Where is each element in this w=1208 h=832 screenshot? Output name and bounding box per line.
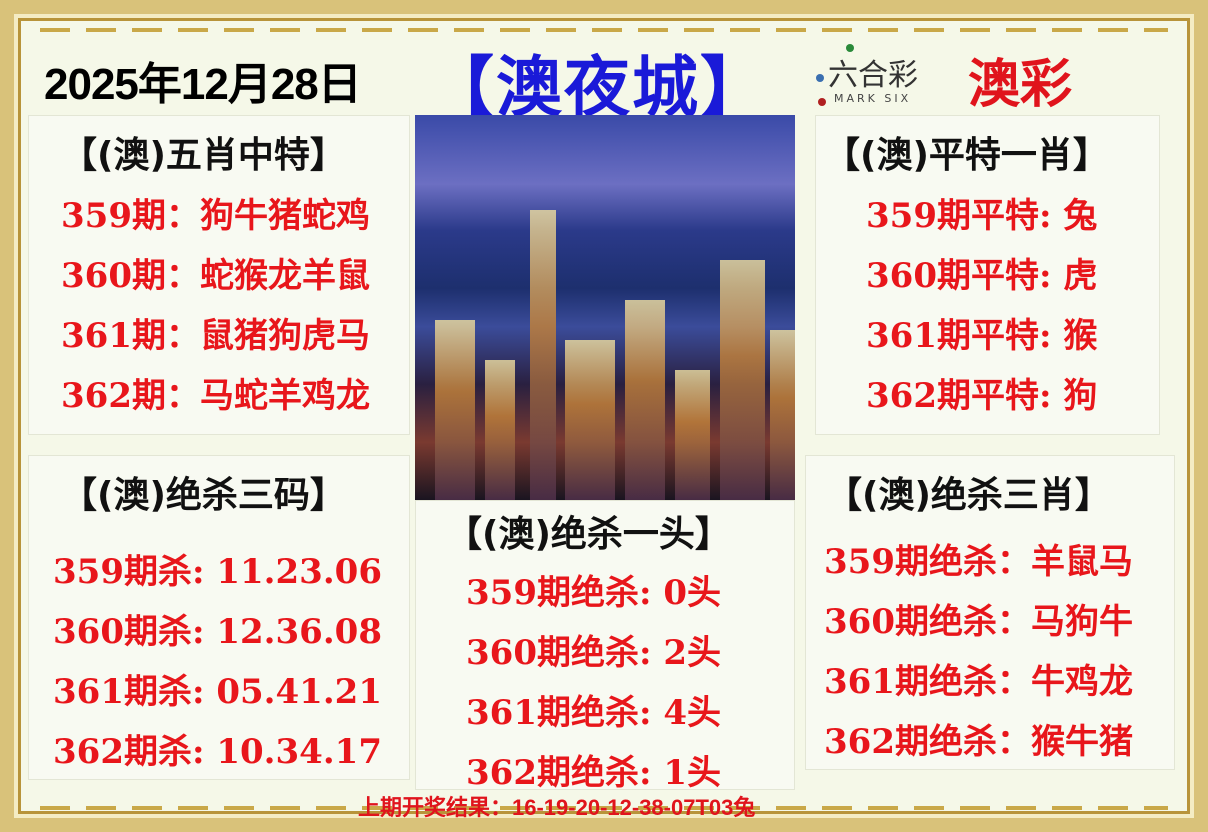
list-item: 360期平特: 虎 — [866, 256, 1098, 296]
list-item: 361期：鼠猪狗虎马 — [61, 316, 370, 356]
panel-title: 【(澳)绝杀三肖】 — [826, 475, 1111, 516]
logo-en: MARK SIX — [834, 92, 912, 105]
list-item: 361期杀: 05.41.21 — [53, 672, 382, 712]
panel-kill-three-codes: 【(澳)绝杀三码】 359期杀: 11.23.06 360期杀: 12.36.0… — [28, 455, 410, 780]
list-item: 359期平特: 兔 — [866, 196, 1098, 236]
panel-title: 【(澳)绝杀三码】 — [61, 475, 346, 516]
list-item: 360期绝杀：马狗牛 — [824, 602, 1133, 642]
list-item: 359期绝杀：羊鼠马 — [824, 542, 1133, 582]
list-item: 359期杀: 11.23.06 — [53, 552, 382, 592]
date: 2025年12月28日 — [44, 60, 362, 109]
panel-flat-special: 【(澳)平特一肖】 359期平特: 兔 360期平特: 虎 361期平特: 猴 … — [815, 115, 1160, 435]
ornament-bottom — [40, 806, 1168, 810]
list-item: 360期绝杀: 2头 — [466, 633, 722, 673]
list-item: 362期平特: 狗 — [866, 376, 1098, 416]
city-night-photo — [415, 115, 795, 500]
panel-title: 【(澳)平特一肖】 — [824, 135, 1109, 176]
panel-title: 【(澳)五肖中特】 — [61, 135, 346, 176]
brand-text: 澳彩 — [968, 54, 1073, 115]
list-item: 362期杀: 10.34.17 — [53, 732, 382, 772]
panel-kill-three-zodiac: 【(澳)绝杀三肖】 359期绝杀：羊鼠马 360期绝杀：马狗牛 361期绝杀：牛… — [805, 455, 1175, 770]
page-title: 【澳夜城】 — [428, 49, 768, 126]
list-item: 360期：蛇猴龙羊鼠 — [61, 256, 370, 296]
list-item: 359期：狗牛猪蛇鸡 — [61, 196, 370, 236]
logo-cn: 六合彩 — [828, 58, 918, 93]
list-item: 362期绝杀：猴牛猪 — [824, 722, 1133, 762]
panel-title: 【(澳)绝杀一头】 — [446, 514, 731, 555]
list-item: 362期绝杀: 1头 — [466, 753, 722, 793]
list-item: 360期杀: 12.36.08 — [53, 612, 382, 652]
last-draw-result: 上期开奖结果：16-19-20-12-38-07T03兔 — [358, 795, 756, 820]
list-item: 361期平特: 猴 — [866, 316, 1098, 356]
list-item: 361期绝杀: 4头 — [466, 693, 722, 733]
mark-six-logo: 六合彩 MARK SIX — [816, 44, 956, 110]
list-item: 361期绝杀：牛鸡龙 — [824, 662, 1133, 702]
panel-five-zodiac: 【(澳)五肖中特】 359期：狗牛猪蛇鸡 360期：蛇猴龙羊鼠 361期：鼠猪狗… — [28, 115, 410, 435]
list-item: 359期绝杀: 0头 — [466, 573, 722, 613]
list-item: 362期：马蛇羊鸡龙 — [61, 376, 370, 416]
ornament-top — [40, 28, 1168, 32]
panel-kill-one-head: 【(澳)绝杀一头】 359期绝杀: 0头 360期绝杀: 2头 361期绝杀: … — [415, 500, 795, 793]
